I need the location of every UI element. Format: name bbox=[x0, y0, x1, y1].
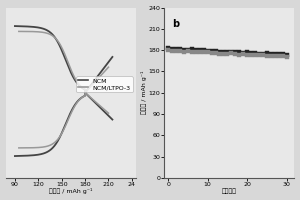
X-axis label: 循环次数: 循环次数 bbox=[222, 188, 237, 194]
Text: b: b bbox=[172, 19, 179, 29]
Y-axis label: 比容量 / mAh g⁻¹: 比容量 / mAh g⁻¹ bbox=[141, 71, 147, 114]
X-axis label: 比容量 / mAh g⁻¹: 比容量 / mAh g⁻¹ bbox=[49, 188, 92, 194]
Legend: NCM, NCM/LTPO-3: NCM, NCM/LTPO-3 bbox=[76, 76, 133, 92]
